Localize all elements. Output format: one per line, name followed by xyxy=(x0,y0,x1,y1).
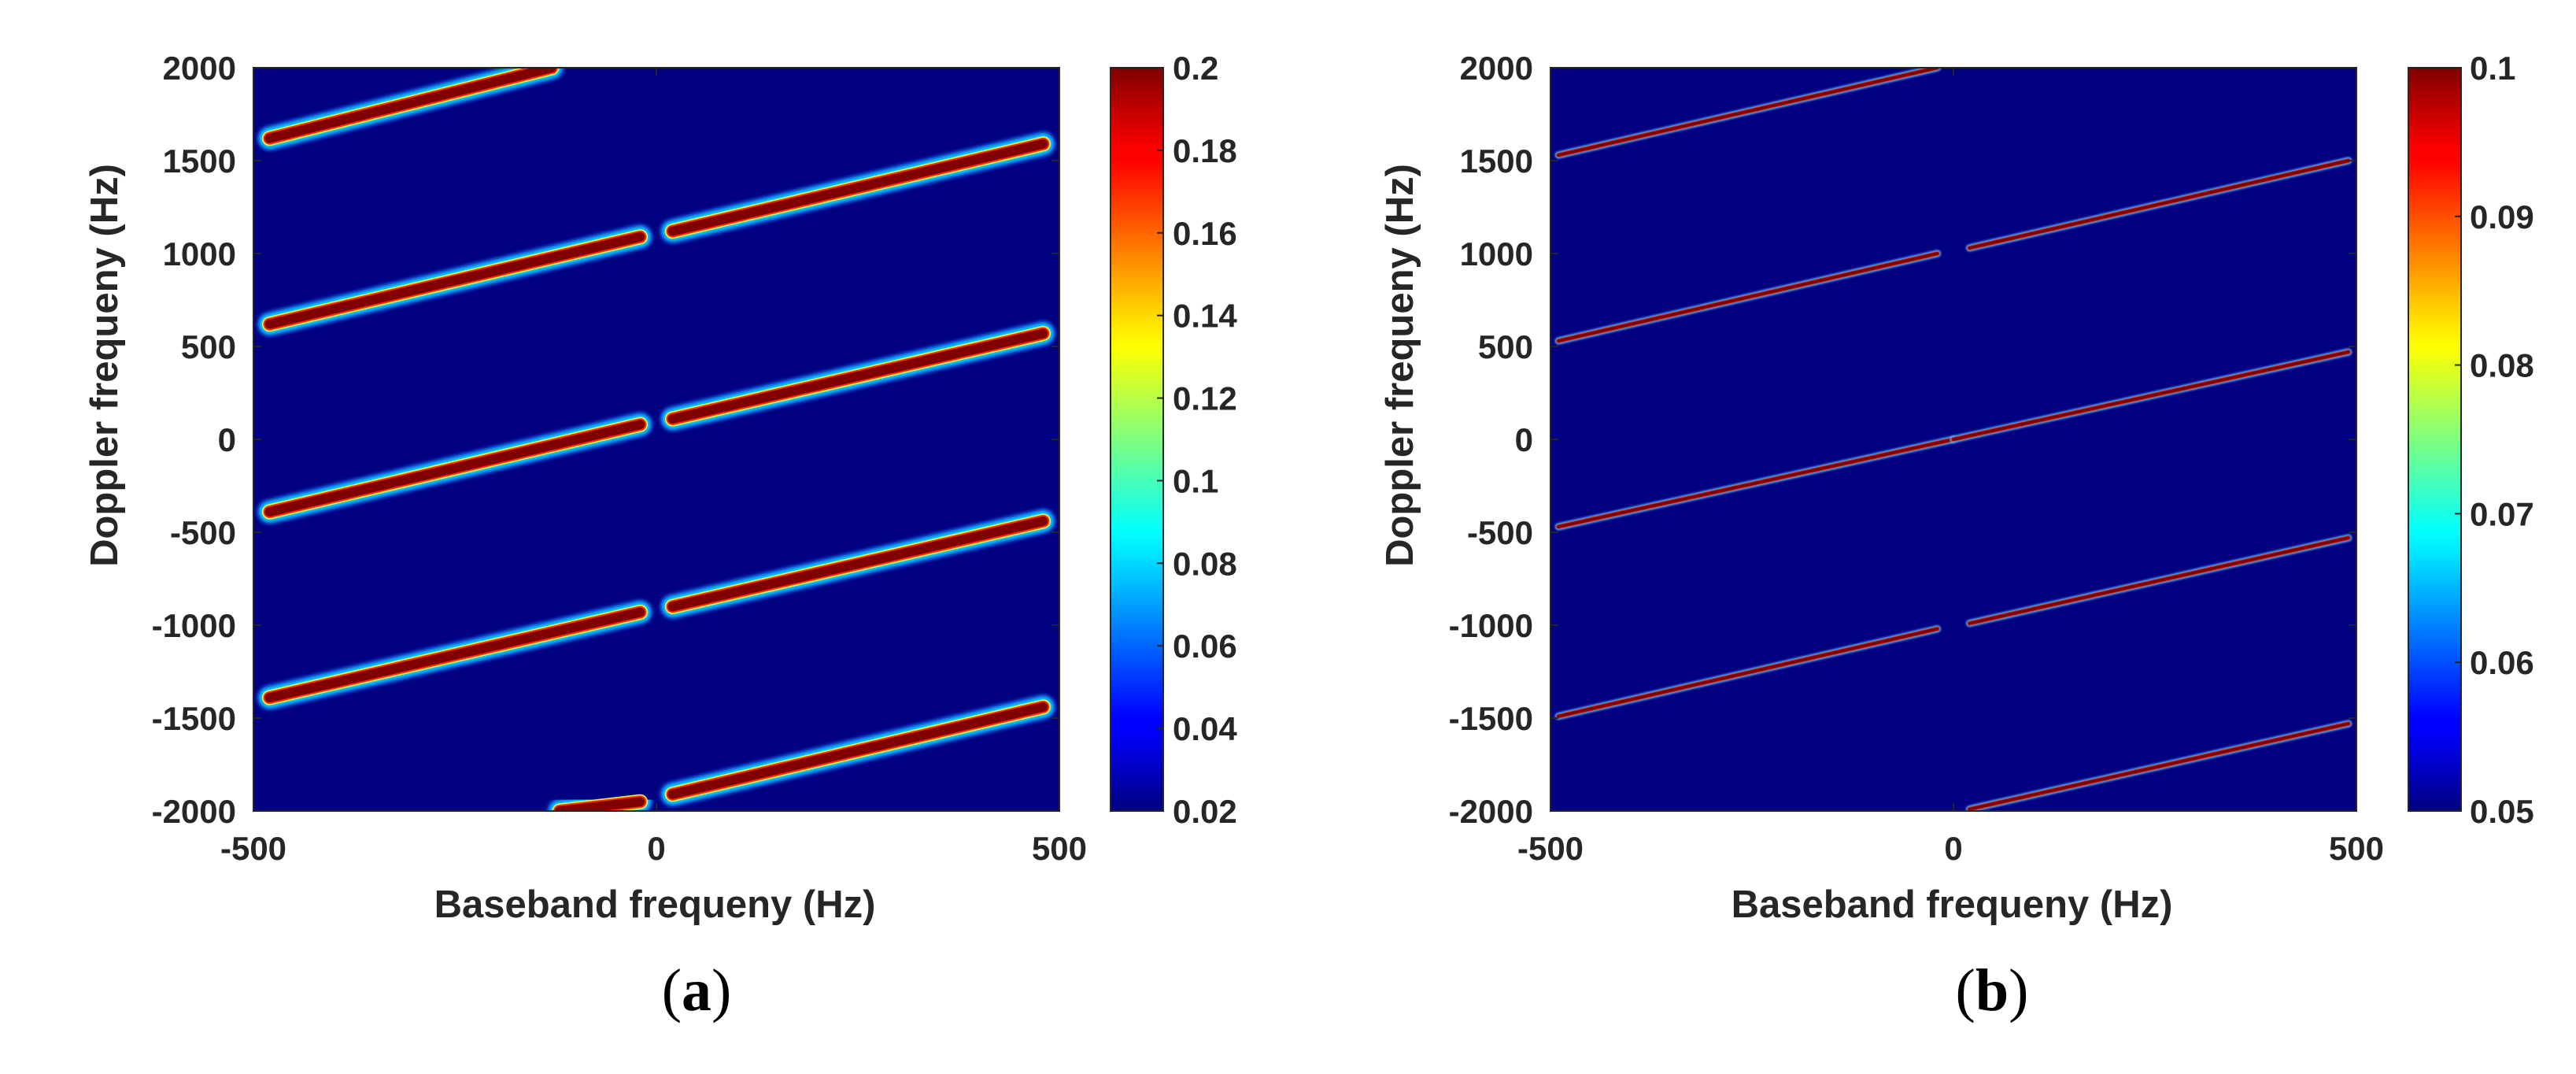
panel-b-y-tick-label: -1500 xyxy=(1449,700,1533,737)
panel-b-colorbar-gradient xyxy=(2408,67,2462,812)
panel-b-streak-1 xyxy=(1554,68,1942,159)
panel-a-x-axis-label: Baseband frequeny (Hz) xyxy=(434,883,876,926)
panel-a-streak-3 xyxy=(660,131,1055,243)
panel-b-streak-5 xyxy=(1950,348,2352,443)
panel-a-colorbar-tick-label: 0.12 xyxy=(1173,380,1237,417)
panel-a-x-ticks: -500 0 500 xyxy=(220,830,1087,867)
panel-b-x-tick-label: -500 xyxy=(1517,830,1584,867)
panel-b-y-ticks: 2000 1500 1000 500 0 -500 -1000 -1500 -2000 xyxy=(1449,50,1533,830)
panel-a-label: (a) xyxy=(662,957,732,1024)
panel-a-colorbar-tick-label: 0.1 xyxy=(1173,462,1218,499)
panel-a-y-tick-label: 1500 xyxy=(163,143,236,180)
panel-a-y-ticks: 2000 1500 1000 500 0 -500 -1000 -1500 -2000 xyxy=(152,50,236,830)
panel-a-colorbar-tick-label: 0.02 xyxy=(1173,793,1237,830)
panel-b-colorbar-tick-label: 0.08 xyxy=(2470,347,2534,384)
panel-a-y-tick-label: -500 xyxy=(170,514,236,551)
panel-a-y-tick-label: 0 xyxy=(218,421,236,458)
panel-a-y-tick-label: 500 xyxy=(181,328,236,365)
panel-b-streak-6 xyxy=(1554,625,1942,720)
panel-a-colorbar-tick-label: 0.04 xyxy=(1173,710,1237,747)
panel-b-y-axis-label: Doppler frequeny (Hz) xyxy=(1379,164,1421,567)
panel-a-colorbar-tick-label: 0.18 xyxy=(1173,132,1237,169)
panel-a-streak-7 xyxy=(660,509,1055,619)
panel-a-y-tick-label: -1500 xyxy=(152,700,236,737)
panel-a-y-tick-label: 2000 xyxy=(163,50,236,87)
panel-b-y-tick-label: 0 xyxy=(1515,421,1533,458)
panel-a-streak-9 xyxy=(660,694,1055,806)
panel-a: -500 0 500 2000 1500 1000 500 0 -500 -1000 -1500 -… xyxy=(83,50,1237,1024)
panel-a-colorbar xyxy=(1110,67,1164,812)
panel-a-streak-4 xyxy=(257,413,652,524)
panel-b-x-tick-label: 0 xyxy=(1944,830,1962,867)
panel-b-x-ticks: -500 0 500 xyxy=(1517,830,2384,867)
panel-a-y-tick-label: -1000 xyxy=(152,607,236,644)
panel-b-streak-8 xyxy=(1965,720,2352,811)
panel-a-colorbar-tick-label: 0.06 xyxy=(1173,628,1237,665)
panel-b-streak-4 xyxy=(1554,435,1957,531)
panel-b-y-tick-label: -2000 xyxy=(1449,793,1533,830)
panel-a-colorbar-ticks: 0.2 0.18 0.16 0.14 0.12 0.1 0.08 0.06 0.04 0.02 xyxy=(1173,50,1237,830)
panel-b: -500 0 500 2000 1500 1000 500 0 -500 -1000 -1500 -… xyxy=(1379,50,2534,1024)
panel-b-label: (b) xyxy=(1956,957,2029,1024)
panel-a-heatmap-background xyxy=(253,68,1059,811)
panel-b-colorbar xyxy=(2408,67,2462,812)
panel-a-colorbar-tick-label: 0.16 xyxy=(1173,215,1237,252)
panel-b-colorbar-tick-label: 0.07 xyxy=(2470,495,2534,532)
panel-b-streak-7 xyxy=(1965,534,2352,628)
panel-b-y-tick-label: 2000 xyxy=(1460,50,1533,87)
panel-b-y-tick-label: -1000 xyxy=(1449,607,1533,644)
panel-b-colorbar-ticks: 0.1 0.09 0.08 0.07 0.06 0.05 xyxy=(2470,50,2534,830)
panel-a-y-tick-label: 1000 xyxy=(163,235,236,272)
panel-b-letter: b xyxy=(1975,957,2009,1024)
panel-b-x-tick-label: 500 xyxy=(2329,830,2384,867)
panel-b-streak-3 xyxy=(1965,157,2352,252)
panel-b-colorbar-tick-label: 0.06 xyxy=(2470,644,2534,681)
panel-b-y-tick-label: 1500 xyxy=(1460,143,1533,180)
panel-a-x-tick-label: 0 xyxy=(647,830,665,867)
panel-a-streak-8 xyxy=(548,790,652,811)
panel-b-x-axis-label: Baseband frequeny (Hz) xyxy=(1732,883,2173,926)
panel-a-colorbar-tick-label: 0.08 xyxy=(1173,545,1237,582)
panel-a-streaks xyxy=(257,68,1055,811)
panel-a-colorbar-tick-label: 0.14 xyxy=(1173,298,1237,335)
panel-a-x-tick-label: -500 xyxy=(220,830,286,867)
panel-b-y-tick-label: 500 xyxy=(1478,328,1533,365)
panel-a-streak-5 xyxy=(660,321,1055,431)
panel-a-letter: a xyxy=(682,957,711,1024)
panel-b-colorbar-tick-label: 0.1 xyxy=(2470,50,2515,87)
panel-b-plot-area xyxy=(1550,67,2357,812)
panel-a-streak-2 xyxy=(257,224,652,336)
panel-a-x-tick-label: 500 xyxy=(1032,830,1087,867)
panel-b-colorbar-tick-label: 0.09 xyxy=(2470,198,2534,235)
panel-a-streak-1 xyxy=(257,68,564,150)
panel-b-y-tick-label: -500 xyxy=(1467,514,1533,551)
panel-a-colorbar-tick-label: 0.2 xyxy=(1173,50,1218,87)
panel-a-y-axis-label: Doppler frequeny (Hz) xyxy=(83,164,126,567)
panel-a-plot-area xyxy=(253,67,1060,812)
panel-a-colorbar-gradient xyxy=(1110,67,1164,812)
panel-b-y-tick-label: 1000 xyxy=(1460,235,1533,272)
panel-b-streak-2 xyxy=(1554,250,1942,345)
panel-a-y-tick-label: -2000 xyxy=(152,793,236,830)
panel-b-colorbar-tick-label: 0.05 xyxy=(2470,793,2534,830)
panel-a-streak-6 xyxy=(257,600,652,710)
panel-b-streaks xyxy=(1554,68,2352,811)
